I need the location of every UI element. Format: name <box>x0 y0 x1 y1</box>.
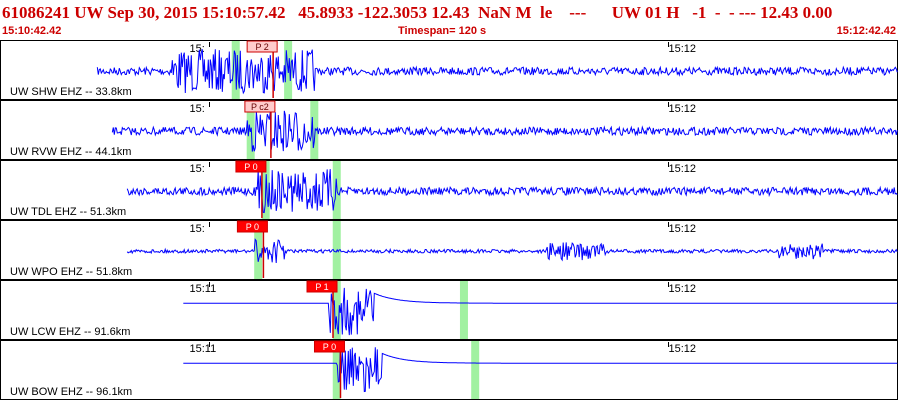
trace-line <box>96 49 898 95</box>
pick-box <box>244 100 276 113</box>
trace-line <box>183 287 898 336</box>
window-band <box>471 341 480 399</box>
trace-line <box>183 347 898 393</box>
window-band <box>459 281 468 339</box>
timespan: Timespan= 120 s <box>398 25 487 37</box>
start-time: 15:10:42.42 <box>2 25 62 37</box>
station-label: UW RVW EHZ -- 44.1km <box>10 146 131 158</box>
trace-panel: 15:12 15: P 0 UW TDL EHZ -- 51.3km <box>0 160 898 220</box>
trace-line <box>111 110 898 152</box>
panel-frame <box>0 160 898 220</box>
trace-panel: 15:12 15: P c2 UW RVW EHZ -- 44.1km <box>0 100 898 160</box>
window-band <box>310 101 319 159</box>
panel-frame <box>0 40 898 100</box>
trace-panel: 15:12 15:11 P 1 UW LCW EHZ -- 91.6km <box>0 280 898 340</box>
pick-box <box>235 160 267 173</box>
station-label: UW BOW EHZ -- 96.1km <box>10 386 132 398</box>
trace-line <box>126 169 898 214</box>
station-label: UW TDL EHZ -- 51.3km <box>10 206 126 218</box>
time-tick-label: 15:12 <box>669 43 697 55</box>
start-time-label: 15:11 <box>190 343 217 355</box>
start-time-label: 15: <box>190 163 205 175</box>
pick-box <box>313 340 345 353</box>
start-time-label: 15: <box>190 223 205 235</box>
pick-label: P 2 <box>255 42 268 52</box>
panel-frame <box>0 280 898 340</box>
pick-box <box>246 40 278 53</box>
seismogram-panels: 15:12 15: P 2 UW SHW EHZ -- 33.8km 15:12 15: P… <box>0 40 898 400</box>
pick-label: P 1 <box>315 282 328 292</box>
pick-label: P 0 <box>246 222 259 232</box>
time-tick-label: 15:12 <box>669 103 697 115</box>
panel-frame <box>0 340 898 400</box>
pick-label: P 0 <box>323 342 336 352</box>
trace-line <box>126 238 898 264</box>
window-band <box>332 341 341 399</box>
event-title: 61086241 UW Sep 30, 2015 15:10:57.42 45.… <box>2 3 833 22</box>
time-tick-label: 15:12 <box>669 283 697 295</box>
pick-label: P 0 <box>244 162 257 172</box>
start-time-label: 15:11 <box>190 283 217 295</box>
pick-label: P c2 <box>251 102 269 112</box>
header: 61086241 UW Sep 30, 2015 15:10:57.42 45.… <box>0 0 898 40</box>
trace-panel: 15:12 15: P 0 UW WPO EHZ -- 51.8km <box>0 220 898 280</box>
station-label: UW WPO EHZ -- 51.8km <box>10 266 132 278</box>
start-time-label: 15: <box>190 103 205 115</box>
trace-panel: 15:12 15:11 P 0 UW BOW EHZ -- 96.1km <box>0 340 898 400</box>
time-tick-label: 15:12 <box>669 163 697 175</box>
window-band <box>254 221 263 279</box>
end-time: 15:12:42.42 <box>836 25 896 37</box>
pick-box <box>236 220 268 233</box>
station-label: UW SHW EHZ -- 33.8km <box>10 86 132 98</box>
station-label: UW LCW EHZ -- 91.6km <box>10 326 130 338</box>
time-tick-label: 15:12 <box>669 223 697 235</box>
time-tick-label: 15:12 <box>669 343 697 355</box>
window-band <box>332 281 341 339</box>
pick-box <box>306 280 338 293</box>
